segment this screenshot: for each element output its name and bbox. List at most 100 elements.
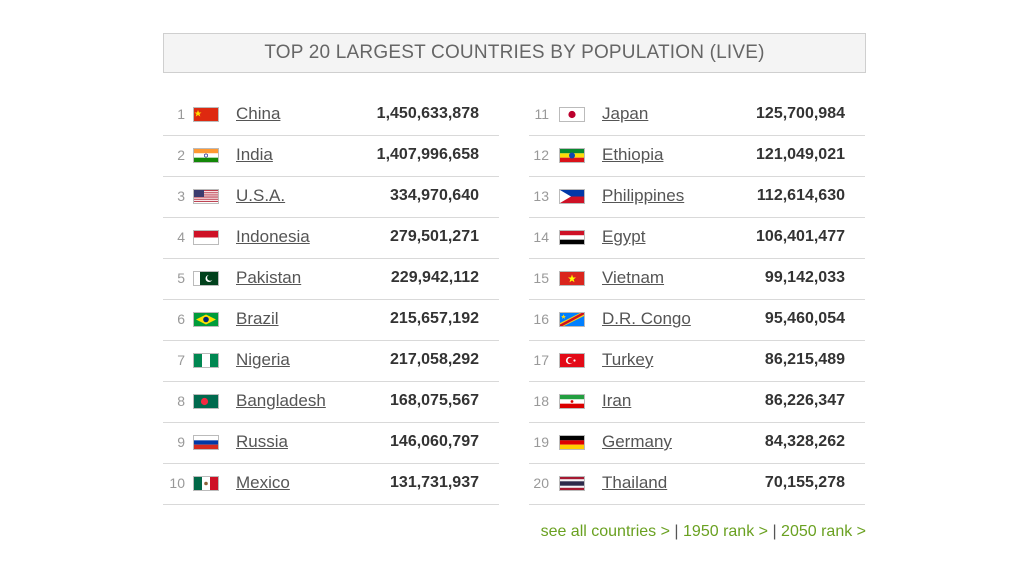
see-all-countries-link[interactable]: see all countries > <box>540 523 670 540</box>
rank-number: 18 <box>533 393 549 409</box>
population-value: 125,700,984 <box>756 105 845 122</box>
rank-number: 9 <box>177 434 185 450</box>
country-row: 9 Russia 146,060,797 <box>163 423 499 464</box>
bangladesh-flag-icon <box>193 394 219 409</box>
country-row: 17 Turkey 86,215,489 <box>529 341 865 382</box>
ethiopia-flag-icon <box>559 148 585 163</box>
country-link[interactable]: Philippines <box>602 186 685 205</box>
rank-number: 19 <box>533 434 549 450</box>
rank-number: 10 <box>169 475 185 491</box>
country-link[interactable]: Thailand <box>602 473 668 492</box>
population-value: 70,155,278 <box>764 474 845 491</box>
country-link[interactable]: China <box>236 104 281 123</box>
population-widget: TOP 20 LARGEST COUNTRIES BY POPULATION (… <box>163 33 866 540</box>
country-link[interactable]: Bangladesh <box>236 391 326 410</box>
rank-number: 16 <box>533 311 549 327</box>
population-value: 106,401,477 <box>756 228 845 245</box>
country-row: 10 Mexico 131,731,937 <box>163 464 499 505</box>
population-value: 112,614,630 <box>756 187 845 204</box>
rank-1950-link[interactable]: 1950 rank > <box>683 523 768 540</box>
usa-flag-icon <box>193 189 219 204</box>
country-row: 12 Ethiopia 121,049,021 <box>529 136 865 177</box>
rank-number: 6 <box>177 311 185 327</box>
iran-flag-icon <box>559 394 585 409</box>
link-separator: | <box>772 523 777 540</box>
country-link[interactable]: Pakistan <box>236 268 302 287</box>
country-link[interactable]: Iran <box>602 391 632 410</box>
population-value: 217,058,292 <box>390 351 479 368</box>
country-link[interactable]: U.S.A. <box>236 186 286 205</box>
right-column: 11 Japan 125,700,984 12 Ethiopia 121,049,021 1… <box>529 95 865 505</box>
russia-flag-icon <box>193 435 219 450</box>
brazil-flag-icon <box>193 312 219 327</box>
rank-number: 11 <box>534 106 549 122</box>
country-row: 16 D.R. Congo 95,460,054 <box>529 300 865 341</box>
country-link[interactable]: Japan <box>602 104 649 123</box>
country-link[interactable]: Brazil <box>236 309 279 328</box>
population-value: 215,657,192 <box>390 310 479 327</box>
rank-number: 13 <box>533 188 549 204</box>
country-link[interactable]: Nigeria <box>236 350 290 369</box>
country-row: 7 Nigeria 217,058,292 <box>163 341 499 382</box>
link-separator: | <box>674 523 679 540</box>
population-value: 229,942,112 <box>390 269 479 286</box>
country-link[interactable]: D.R. Congo <box>602 309 691 328</box>
rank-2050-link[interactable]: 2050 rank > <box>781 523 866 540</box>
egypt-flag-icon <box>559 230 585 245</box>
nigeria-flag-icon <box>193 353 219 368</box>
population-value: 1,450,633,878 <box>376 105 479 122</box>
rank-number: 17 <box>533 352 549 368</box>
population-value: 279,501,271 <box>390 228 479 245</box>
drcongo-flag-icon <box>559 312 585 327</box>
rank-number: 3 <box>177 188 185 204</box>
country-row: 14 Egypt 106,401,477 <box>529 218 865 259</box>
thailand-flag-icon <box>559 476 585 491</box>
country-link[interactable]: India <box>236 145 273 164</box>
pakistan-flag-icon <box>193 271 219 286</box>
country-row: 5 Pakistan 229,942,112 <box>163 259 499 300</box>
population-value: 121,049,021 <box>756 146 845 163</box>
country-row: 15 Vietnam 99,142,033 <box>529 259 865 300</box>
population-value: 86,215,489 <box>764 351 845 368</box>
rank-number: 20 <box>533 475 549 491</box>
country-row: 3 U.S.A. 334,970,640 <box>163 177 499 218</box>
population-value: 99,142,033 <box>764 269 845 286</box>
country-row: 8 Bangladesh 168,075,567 <box>163 382 499 423</box>
country-link[interactable]: Ethiopia <box>602 145 664 164</box>
country-link[interactable]: Germany <box>602 432 672 451</box>
philippines-flag-icon <box>559 189 585 204</box>
country-row: 20 Thailand 70,155,278 <box>529 464 865 505</box>
population-value: 84,328,262 <box>764 433 845 450</box>
country-row: 6 Brazil 215,657,192 <box>163 300 499 341</box>
widget-title-text: TOP 20 LARGEST COUNTRIES BY POPULATION (… <box>264 42 765 63</box>
country-row: 13 Philippines 112,614,630 <box>529 177 865 218</box>
country-link[interactable]: Turkey <box>602 350 654 369</box>
rank-number: 7 <box>177 352 185 368</box>
population-value: 334,970,640 <box>390 187 479 204</box>
country-row: 19 Germany 84,328,262 <box>529 423 865 464</box>
population-value: 146,060,797 <box>390 433 479 450</box>
rank-number: 2 <box>177 147 185 163</box>
widget-title: TOP 20 LARGEST COUNTRIES BY POPULATION (… <box>163 33 866 73</box>
rank-number: 5 <box>177 270 185 286</box>
turkey-flag-icon <box>559 353 585 368</box>
country-row: 1 China 1,450,633,878 <box>163 95 499 136</box>
country-link[interactable]: Russia <box>236 432 288 451</box>
country-row: 2 India 1,407,996,658 <box>163 136 499 177</box>
country-link[interactable]: Mexico <box>236 473 290 492</box>
japan-flag-icon <box>559 107 585 122</box>
rank-number: 8 <box>177 393 185 409</box>
country-link[interactable]: Indonesia <box>236 227 310 246</box>
population-value: 86,226,347 <box>764 392 845 409</box>
rank-number: 14 <box>533 229 549 245</box>
country-link[interactable]: Egypt <box>602 227 646 246</box>
population-value: 95,460,054 <box>764 310 845 327</box>
mexico-flag-icon <box>193 476 219 491</box>
footer-links: see all countries > | 1950 rank > | 2050… <box>541 523 866 541</box>
rank-number: 15 <box>533 270 549 286</box>
rank-number: 12 <box>533 147 549 163</box>
country-link[interactable]: Vietnam <box>602 268 665 287</box>
indonesia-flag-icon <box>193 230 219 245</box>
india-flag-icon <box>193 148 219 163</box>
rank-number: 4 <box>177 229 185 245</box>
